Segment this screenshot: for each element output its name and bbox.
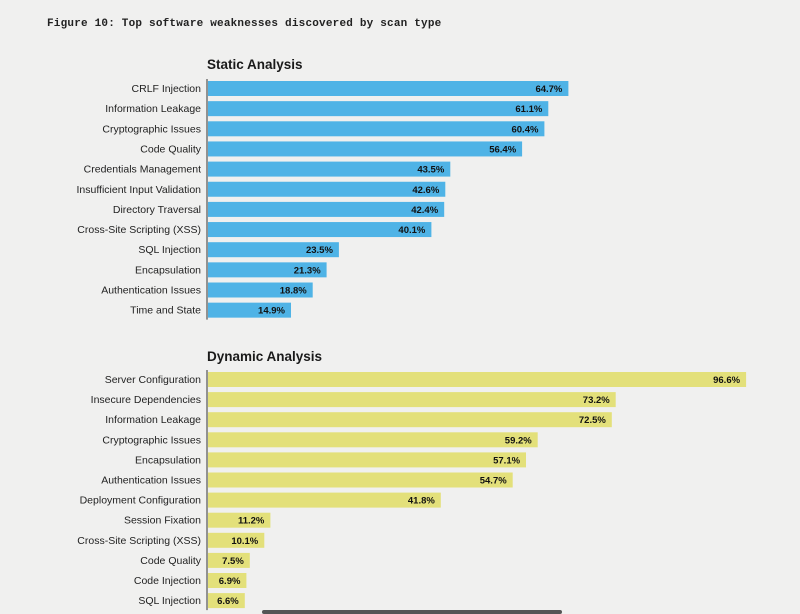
category-label: Code Quality xyxy=(140,143,201,155)
value-label: 40.1% xyxy=(398,225,425,236)
chart-panel-1: Dynamic Analysis Server Configuration 96.6… xyxy=(77,349,747,611)
category-label: Session Fixation xyxy=(124,515,201,527)
bar xyxy=(208,452,526,468)
value-label: 6.9% xyxy=(219,576,241,587)
value-label: 14.9% xyxy=(258,306,285,317)
bar xyxy=(208,552,250,568)
bar xyxy=(208,573,247,588)
value-label: 43.5% xyxy=(417,165,444,176)
value-label: 57.1% xyxy=(493,455,520,466)
category-label: SQL Injection xyxy=(138,244,201,256)
category-label: Authentication Issues xyxy=(101,475,201,487)
chart-panel-0: Static Analysis CRLF Injection 64.7% Inform… xyxy=(76,57,569,320)
bar xyxy=(208,101,549,117)
scroll-indicator[interactable] xyxy=(262,610,562,614)
value-label: 18.8% xyxy=(280,286,307,297)
value-label: 6.6% xyxy=(217,596,239,607)
bar xyxy=(208,161,451,177)
category-label: Insufficient Input Validation xyxy=(76,184,201,196)
bar xyxy=(208,282,313,298)
bar xyxy=(208,392,616,408)
category-label: Encapsulation xyxy=(135,454,201,466)
value-label: 10.1% xyxy=(231,536,258,547)
value-label: 42.4% xyxy=(411,205,438,216)
value-label: 61.1% xyxy=(515,104,542,115)
value-label: 72.5% xyxy=(579,415,606,426)
category-label: Code Injection xyxy=(134,575,201,587)
bar xyxy=(208,222,432,238)
bar xyxy=(208,262,327,278)
bar xyxy=(208,412,612,428)
value-label: 54.7% xyxy=(480,476,507,487)
bar xyxy=(208,141,523,157)
category-label: CRLF Injection xyxy=(132,83,202,95)
category-label: Insecure Dependencies xyxy=(91,394,201,406)
value-label: 21.3% xyxy=(294,265,321,276)
category-label: Cross-Site Scripting (XSS) xyxy=(77,224,201,236)
value-label: 56.4% xyxy=(489,144,516,155)
bar xyxy=(208,432,538,448)
figure-caption: Figure 10: Top software weaknesses disco… xyxy=(47,18,442,30)
bar xyxy=(208,472,513,488)
bar xyxy=(208,121,545,137)
value-label: 11.2% xyxy=(238,516,265,527)
category-label: Code Quality xyxy=(140,555,201,567)
bar xyxy=(208,242,339,258)
category-label: Cross-Site Scripting (XSS) xyxy=(77,535,201,547)
category-label: Deployment Configuration xyxy=(80,495,202,507)
category-label: Cryptographic Issues xyxy=(102,123,201,135)
bar xyxy=(208,302,291,318)
category-label: Server Configuration xyxy=(105,374,201,386)
value-label: 60.4% xyxy=(511,124,538,135)
category-label: Authentication Issues xyxy=(101,285,201,297)
value-label: 41.8% xyxy=(408,496,435,507)
chart-title: Static Analysis xyxy=(207,57,303,72)
category-label: Directory Traversal xyxy=(113,204,201,216)
value-label: 7.5% xyxy=(222,556,244,567)
category-label: Information Leakage xyxy=(105,103,201,115)
category-label: Credentials Management xyxy=(84,164,201,176)
category-label: SQL Injection xyxy=(138,595,201,607)
category-label: Information Leakage xyxy=(105,414,201,426)
category-label: Cryptographic Issues xyxy=(102,434,201,446)
chart-title: Dynamic Analysis xyxy=(207,349,322,364)
value-label: 59.2% xyxy=(505,435,532,446)
value-label: 23.5% xyxy=(306,245,333,256)
value-label: 42.6% xyxy=(412,185,439,196)
bar xyxy=(208,593,245,609)
bar xyxy=(208,372,747,387)
category-label: Encapsulation xyxy=(135,264,201,276)
bar xyxy=(208,532,265,548)
bar xyxy=(208,492,441,508)
value-label: 64.7% xyxy=(535,84,562,95)
bar xyxy=(208,512,271,528)
bar xyxy=(208,181,446,197)
category-label: Time and State xyxy=(130,305,201,317)
value-label: 73.2% xyxy=(583,395,610,406)
value-label: 96.6% xyxy=(713,375,740,386)
bar xyxy=(208,81,569,96)
bar xyxy=(208,201,445,217)
